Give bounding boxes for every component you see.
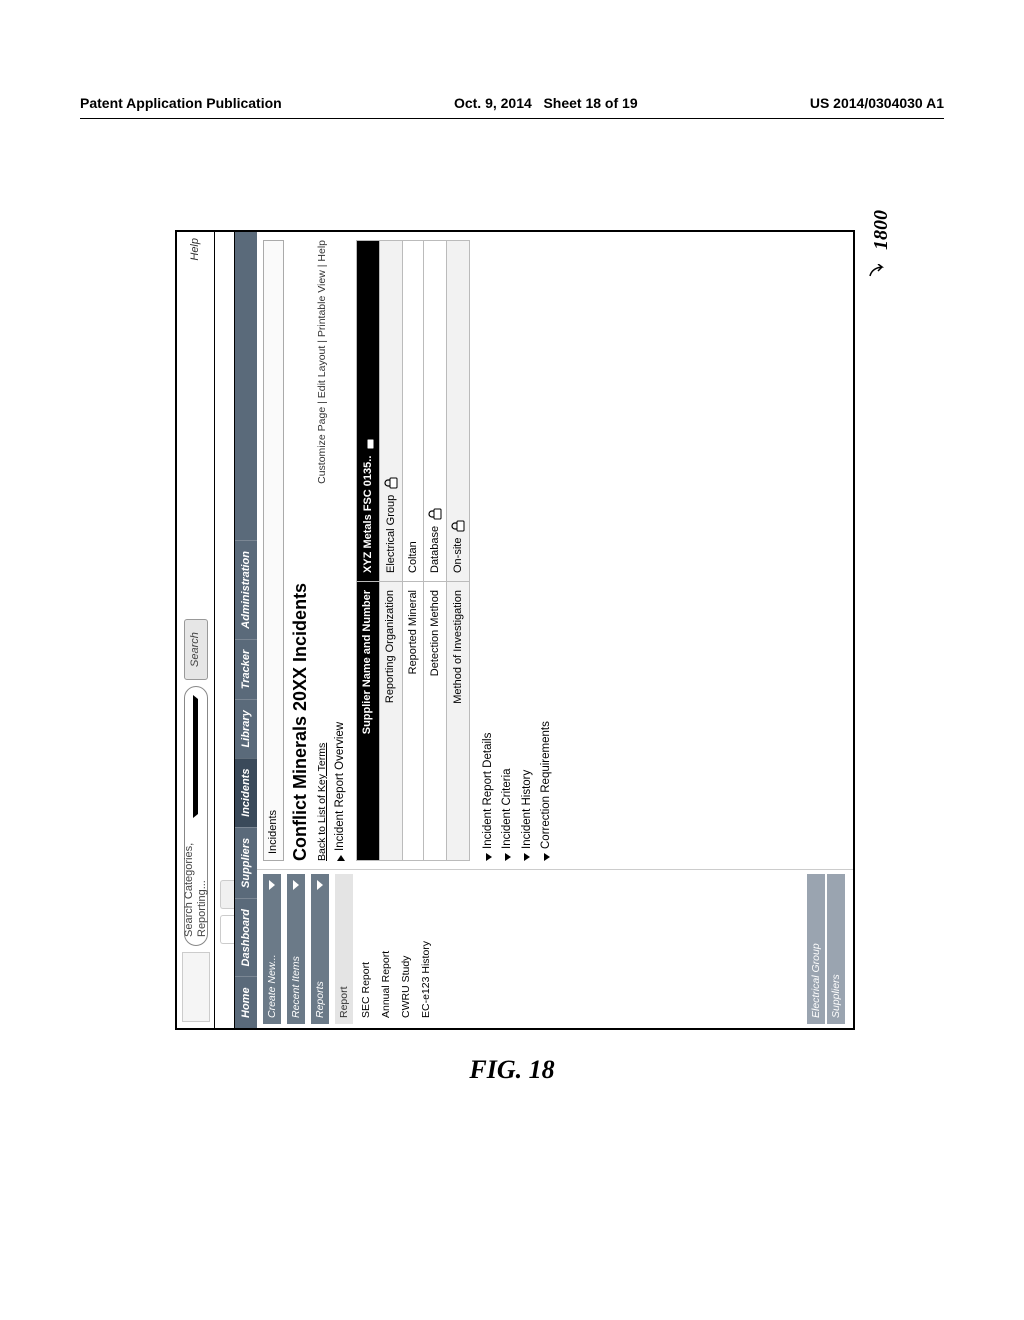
sidebar-reports-label: Reports — [314, 981, 326, 1018]
section-label: Incident Report Overview — [334, 722, 347, 851]
sidebar-item-ec-history[interactable]: EC-e123 History — [419, 874, 433, 1024]
sidebar-create-new[interactable]: Create New... — [263, 874, 281, 1024]
section-label: Correction Requirements — [540, 721, 553, 849]
edit-layout-link[interactable]: Edit Layout — [316, 346, 328, 399]
field-value: Coltan — [402, 241, 424, 582]
section-label: Incident History — [521, 770, 534, 849]
table-row: Reporting OrganizationElectrical Group — [379, 241, 402, 861]
nav-suppliers[interactable]: Suppliers — [235, 827, 257, 898]
table-row: Method of InvestigationOn-site — [447, 241, 470, 861]
field-value: Database — [424, 241, 447, 582]
lock-icon — [384, 477, 398, 489]
field-label: Supplier Name and Number — [356, 582, 379, 861]
lock-icon — [361, 438, 375, 450]
sidebar-recent-items[interactable]: Recent Items — [287, 874, 305, 1024]
nav-administration[interactable]: Administration — [235, 540, 257, 639]
field-value: On-site — [447, 241, 470, 582]
nav-library[interactable]: Library — [235, 699, 257, 757]
table-row: Reported MineralColtan — [402, 241, 424, 861]
page-title: Conflict Minerals 20XX Incidents — [290, 240, 311, 861]
nav-tracker[interactable]: Tracker — [235, 639, 257, 700]
subtab[interactable] — [220, 880, 235, 909]
search-button[interactable]: Search — [184, 619, 208, 680]
section-incident-criteria[interactable]: Incident Criteria — [501, 240, 514, 861]
subtab[interactable] — [220, 915, 235, 944]
doc-header: Patent Application Publication Oct. 9, 2… — [0, 95, 1024, 111]
section-incident-report-overview[interactable]: Incident Report Overview — [334, 240, 347, 861]
section-label: Incident Criteria — [501, 768, 514, 849]
field-value: Electrical Group — [379, 241, 402, 582]
sidebar-recent-items-label: Recent Items — [290, 956, 302, 1018]
breadcrumb[interactable]: Incidents — [263, 240, 284, 861]
nav-incidents[interactable]: Incidents — [235, 758, 257, 827]
sidebar-reports-hdr[interactable]: Reports — [311, 874, 329, 1024]
sidebar-electrical-group-link[interactable]: Electrical Group — [807, 874, 825, 1024]
overview-table: Supplier Name and NumberXYZ Metals FSC 0… — [356, 240, 471, 861]
section-incident-report-details[interactable]: Incident Report Details — [482, 240, 495, 861]
sidebar-suppliers-link[interactable]: Suppliers — [827, 874, 845, 1024]
hdr-mid: Oct. 9, 2014 — [454, 95, 532, 111]
field-label: Reporting Organization — [379, 582, 402, 861]
customize-page-link[interactable]: Customize Page — [316, 407, 328, 484]
field-label: Detection Method — [424, 582, 447, 861]
field-label: Method of Investigation — [447, 582, 470, 861]
sidebar-bottom-block: Electrical Group Suppliers — [807, 874, 847, 1024]
nav-dashboard[interactable]: Dashboard — [235, 898, 257, 976]
sidebar-item-sec-report[interactable]: SEC Report — [359, 874, 373, 1024]
table-row: Supplier Name and NumberXYZ Metals FSC 0… — [356, 241, 379, 861]
section-correction-requirements[interactable]: Correction Requirements — [540, 240, 553, 861]
page-action-links: Customize Page | Edit Layout | Printable… — [316, 240, 328, 484]
main-content: Incidents Conflict Minerals 20XX Inciden… — [257, 232, 853, 870]
sidebar-create-new-label: Create New... — [266, 954, 278, 1018]
sidebar-item-annual-report[interactable]: Annual Report — [379, 874, 393, 1024]
section-label: Incident Report Details — [482, 733, 495, 849]
logo-placeholder — [182, 952, 210, 1022]
search-placeholder: Search Categories, Reporting... — [183, 822, 208, 937]
sidebar-item-cwru-study[interactable]: CWRU Study — [399, 874, 413, 1024]
sidebar: Create New... Recent Items Reports Repor… — [257, 870, 853, 1028]
field-label: Reported Mineral — [402, 582, 424, 861]
field-value: XYZ Metals FSC 0135.. — [356, 241, 379, 582]
nav-home[interactable]: Home — [235, 976, 257, 1028]
help-link[interactable]: Help — [189, 238, 202, 261]
lock-icon — [428, 508, 442, 520]
hdr-right: US 2014/0304030 A1 — [810, 95, 944, 111]
back-link[interactable]: Back to List of Key Terms — [316, 743, 328, 861]
hdr-sheet: Sheet 18 of 19 — [543, 95, 637, 111]
figure-caption: FIG. 18 — [469, 1055, 554, 1085]
navbar: Home Dashboard Suppliers Incidents Libra… — [235, 232, 257, 1028]
figure-number-callout: 1800 — [870, 210, 893, 283]
subrow: Back to List of Key Terms Customize Page… — [316, 240, 328, 861]
subtab-row — [215, 232, 235, 1028]
section-incident-history[interactable]: Incident History — [521, 240, 534, 861]
table-row: Detection MethodDatabase — [424, 241, 447, 861]
doc-header-rule — [80, 118, 944, 119]
lock-icon — [451, 520, 465, 532]
printable-view-link[interactable]: Printable View — [316, 270, 328, 337]
sidebar-report-sub: Report — [335, 874, 353, 1024]
app-window: Search Categories, Reporting... Search H… — [175, 230, 855, 1030]
chevron-down-icon — [193, 695, 198, 818]
collapse-icon — [317, 880, 323, 890]
search-input[interactable]: Search Categories, Reporting... — [184, 686, 208, 946]
topbar: Search Categories, Reporting... Search H… — [177, 232, 215, 1028]
collapse-icon — [269, 880, 275, 890]
collapse-icon — [293, 880, 299, 890]
help-page-link[interactable]: Help — [316, 240, 328, 262]
hdr-left: Patent Application Publication — [80, 95, 282, 111]
